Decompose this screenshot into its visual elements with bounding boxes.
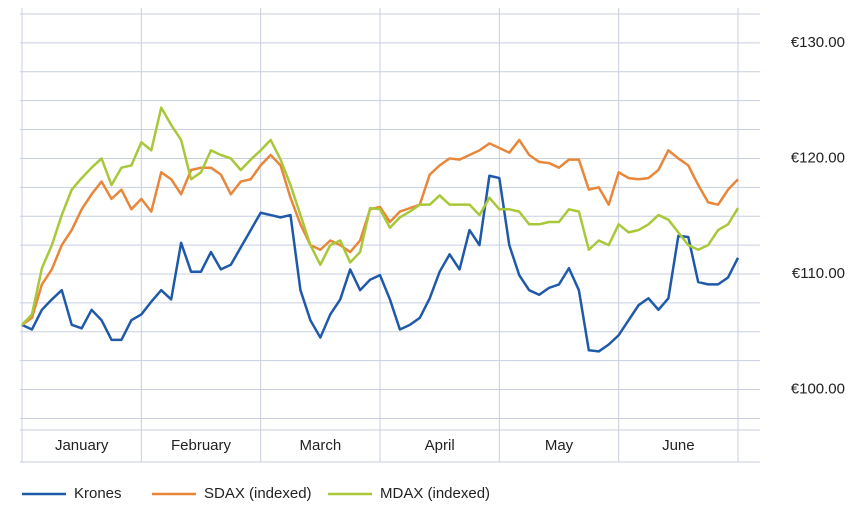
y-tick-label: €100.00 bbox=[791, 381, 845, 398]
line-series bbox=[21, 174, 740, 353]
x-tick-label: May bbox=[545, 437, 574, 454]
x-tick-label: June bbox=[662, 437, 695, 454]
x-tick-label: February bbox=[171, 437, 232, 454]
line-series bbox=[21, 138, 739, 326]
y-tick-label: €110.00 bbox=[792, 265, 845, 282]
x-tick-label: March bbox=[299, 437, 341, 454]
x-tick-label: April bbox=[425, 437, 455, 454]
x-tick-label: January bbox=[55, 437, 109, 454]
legend-label: MDAX (indexed) bbox=[380, 485, 490, 502]
y-tick-label: €120.00 bbox=[791, 149, 845, 166]
legend-label: Krones bbox=[74, 485, 122, 502]
line-series bbox=[21, 106, 740, 326]
y-tick-label: €130.00 bbox=[791, 34, 845, 51]
legend-label: SDAX (indexed) bbox=[204, 485, 312, 502]
